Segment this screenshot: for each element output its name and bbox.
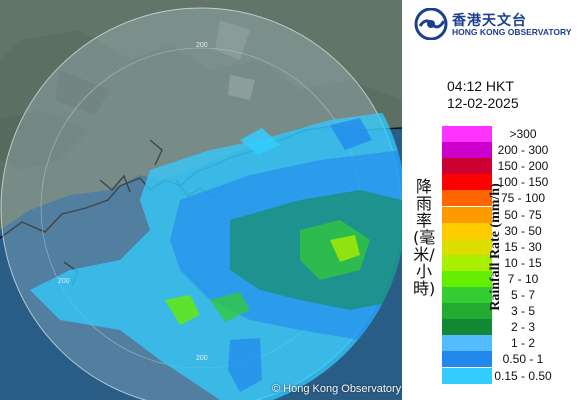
legend-label: 150 - 200: [497, 159, 549, 174]
radar-map[interactable]: 200 200 200 © Hong Kong Observatory: [0, 0, 402, 400]
observation-date: 12-02-2025: [447, 95, 519, 111]
legend-row: 2 - 3: [442, 319, 577, 336]
legend-label: 75 - 100: [500, 191, 546, 206]
legend-row: 100 - 150: [442, 174, 577, 191]
legend-label: 50 - 75: [504, 207, 542, 222]
legend-swatch: [442, 254, 492, 271]
legend-swatch: [442, 142, 492, 159]
range-label-south: 200: [196, 355, 208, 362]
legend-swatch: [442, 190, 492, 207]
legend-swatch: [442, 335, 492, 352]
legend-swatch: [442, 158, 492, 175]
legend-swatch: [442, 222, 492, 239]
range-label-west: 200: [58, 278, 70, 285]
legend-row: 1 - 2: [442, 335, 577, 352]
hko-logo[interactable]: 香港天文台 HONG KONG OBSERVATORY: [414, 8, 574, 40]
legend-label: 15 - 30: [504, 239, 542, 254]
legend-label: 100 - 150: [497, 175, 549, 190]
legend-label: 1 - 2: [510, 336, 535, 351]
legend-label: 2 - 3: [510, 320, 535, 335]
legend-label: 7 - 10: [507, 271, 539, 286]
legend-label: >300: [509, 127, 537, 141]
legend-row: 0.15 - 0.50: [442, 367, 577, 384]
legend-row: 0.50 - 1: [442, 351, 577, 368]
range-label-north: 200: [196, 42, 208, 49]
legend-swatch: [442, 238, 492, 255]
legend-label: 5 - 7: [510, 288, 535, 302]
land-texture: [0, 0, 402, 170]
legend-row: 15 - 30: [442, 238, 577, 255]
legend-label: 10 - 15: [504, 255, 542, 270]
legend-title-en: Rainfall Rate (mm/h): [488, 183, 503, 311]
legend-row: >300: [442, 126, 577, 143]
legend-label: 200 - 300: [497, 143, 549, 158]
legend-label: 30 - 50: [504, 223, 542, 238]
legend-swatch: [442, 367, 492, 384]
legend-swatch: [442, 270, 492, 287]
legend-row: 3 - 5: [442, 303, 577, 320]
hko-emblem-icon: [414, 8, 448, 40]
legend-title-cn: 降雨率(毫米/小時): [413, 177, 436, 298]
rain-echoes: [30, 110, 402, 400]
logo-name-en: HONG KONG OBSERVATORY: [452, 27, 572, 37]
legend-swatch: [442, 174, 492, 191]
observation-time: 04:12 HKT: [447, 78, 514, 94]
legend-swatch: [442, 126, 492, 143]
copyright-credit: © Hong Kong Observatory: [272, 383, 402, 395]
legend-row: 75 - 100: [442, 190, 577, 207]
logo-name-cn: 香港天文台: [452, 12, 527, 28]
legend-row: 5 - 7: [442, 287, 577, 304]
legend-swatch: [442, 303, 492, 320]
legend-label: 3 - 5: [510, 304, 535, 319]
legend-row: 7 - 10: [442, 270, 577, 287]
legend-swatch: [442, 351, 492, 368]
radar-image: 200 200 200: [0, 0, 402, 400]
info-panel: 香港天文台 HONG KONG OBSERVATORY 04:12 HKT 12…: [402, 0, 577, 400]
legend-row: 50 - 75: [442, 206, 577, 223]
legend-row: 30 - 50: [442, 222, 577, 239]
legend-label: 0.50 - 1: [502, 352, 544, 367]
legend-swatch: [442, 319, 492, 336]
legend-row: 200 - 300: [442, 142, 577, 159]
legend-label: 0.15 - 0.50: [494, 368, 552, 383]
legend-row: 150 - 200: [442, 158, 577, 175]
legend-row: 10 - 15: [442, 254, 577, 271]
legend-swatch: [442, 206, 492, 223]
legend-swatch: [442, 287, 492, 304]
